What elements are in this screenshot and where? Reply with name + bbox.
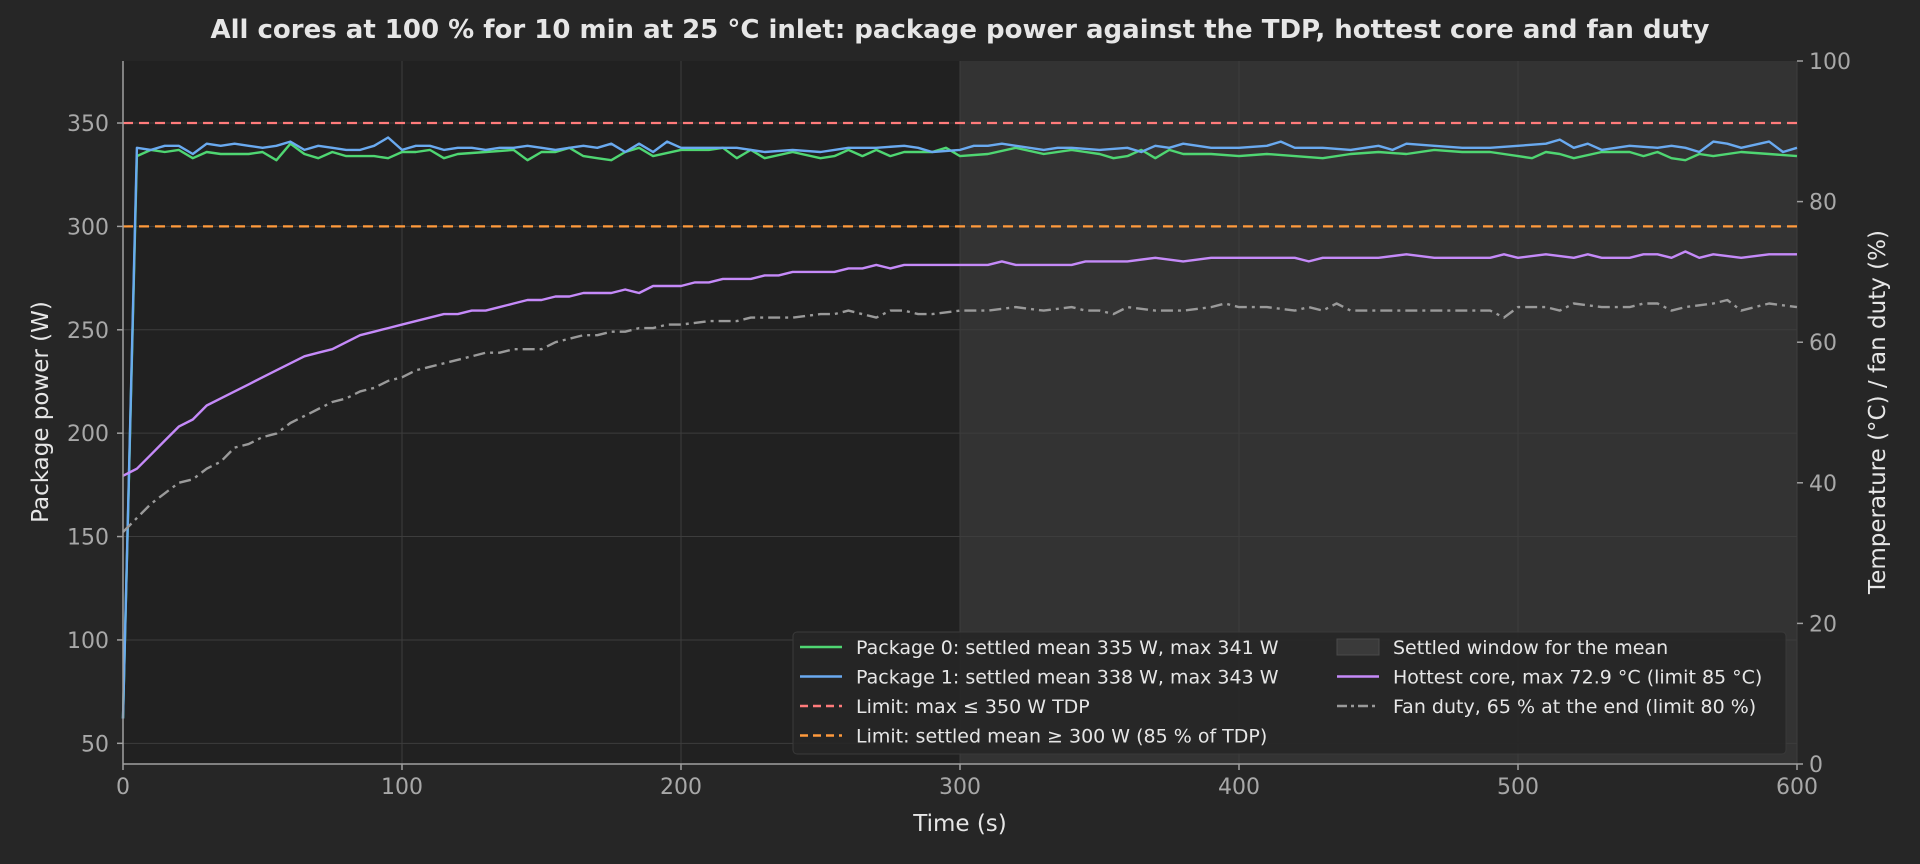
y-tick-label-left: 200 bbox=[67, 422, 109, 447]
y-tick-label-right: 20 bbox=[1809, 612, 1837, 637]
y-tick-label-right: 80 bbox=[1809, 191, 1837, 216]
y-tick-label-left: 300 bbox=[67, 215, 109, 240]
y-axis-label-left: Package power (W) bbox=[28, 301, 54, 523]
series-line bbox=[121, 136, 1798, 719]
x-tick-label: 200 bbox=[660, 775, 702, 800]
legend-label: Limit: max ≤ 350 W TDP bbox=[856, 696, 1090, 718]
y-tick-label-right: 40 bbox=[1809, 472, 1837, 497]
y-tick-label-left: 150 bbox=[67, 526, 109, 551]
legend-label: Package 1: settled mean 338 W, max 343 W bbox=[856, 667, 1279, 689]
legend-label: Package 0: settled mean 335 W, max 341 W bbox=[856, 637, 1279, 659]
series-line bbox=[121, 142, 1798, 719]
legend-label: Settled window for the mean bbox=[1393, 637, 1668, 659]
series-line bbox=[122, 250, 1797, 477]
y-tick-label-left: 350 bbox=[67, 112, 109, 137]
y-tick-label-left: 250 bbox=[67, 319, 109, 344]
ticks: 0 100 200 300 400 500 600 50 100 150 200 250 300 350 0… bbox=[67, 50, 1851, 800]
y-axis-label-right: Temperature (°C) / fan duty (%) bbox=[1865, 230, 1891, 595]
series-lines bbox=[121, 136, 1798, 719]
x-tick-label: 100 bbox=[381, 775, 423, 800]
y-tick-label-right: 100 bbox=[1809, 50, 1851, 75]
x-tick-label: 0 bbox=[116, 775, 130, 800]
y-tick-label-left: 50 bbox=[81, 732, 109, 757]
chart-title: All cores at 100 % for 10 min at 25 °C i… bbox=[211, 15, 1710, 45]
y-tick-label-right: 0 bbox=[1809, 753, 1823, 778]
x-tick-label: 400 bbox=[1218, 775, 1260, 800]
legend-label: Fan duty, 65 % at the end (limit 80 %) bbox=[1393, 696, 1756, 718]
x-tick-label: 500 bbox=[1497, 775, 1539, 800]
legend-label: Limit: settled mean ≥ 300 W (85 % of TDP… bbox=[856, 726, 1267, 748]
x-tick-label: 600 bbox=[1776, 775, 1818, 800]
series-line bbox=[122, 298, 1798, 533]
legend-swatch bbox=[1336, 638, 1380, 656]
legend-label: Hottest core, max 72.9 °C (limit 85 °C) bbox=[1393, 667, 1762, 689]
legend-box bbox=[792, 631, 1787, 755]
y-tick-label-right: 60 bbox=[1809, 331, 1837, 356]
y-tick-label-left: 100 bbox=[67, 629, 109, 654]
limit-lines bbox=[123, 121, 1797, 228]
x-tick-label: 300 bbox=[939, 775, 981, 800]
x-axis-label: Time (s) bbox=[912, 811, 1007, 837]
legend: Package 0: settled mean 335 W, max 341 W… bbox=[792, 631, 1787, 755]
